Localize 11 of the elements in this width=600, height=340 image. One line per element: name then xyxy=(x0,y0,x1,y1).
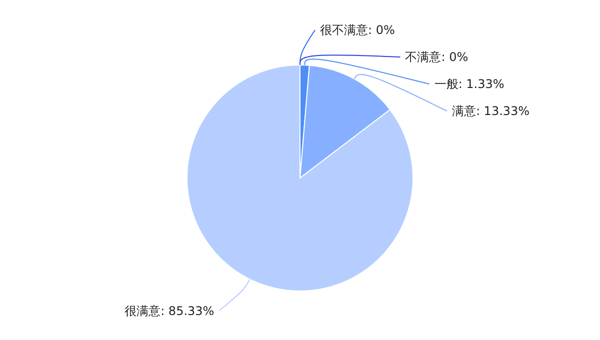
slice-label: 很满意 xyxy=(124,304,161,318)
category-label: 不满意 xyxy=(405,50,442,64)
category-label: 很不满意 xyxy=(320,23,368,38)
data-label: : 85.33% xyxy=(160,304,214,318)
data-label: : 13.33% xyxy=(476,104,530,118)
slice-label: 满意 xyxy=(452,104,476,118)
pie-slice xyxy=(186,64,414,292)
data-label: : 1.33% xyxy=(458,77,504,92)
text: : 0% xyxy=(368,23,395,38)
slice-label: 一般 xyxy=(434,77,458,92)
text: : 0% xyxy=(441,50,468,64)
